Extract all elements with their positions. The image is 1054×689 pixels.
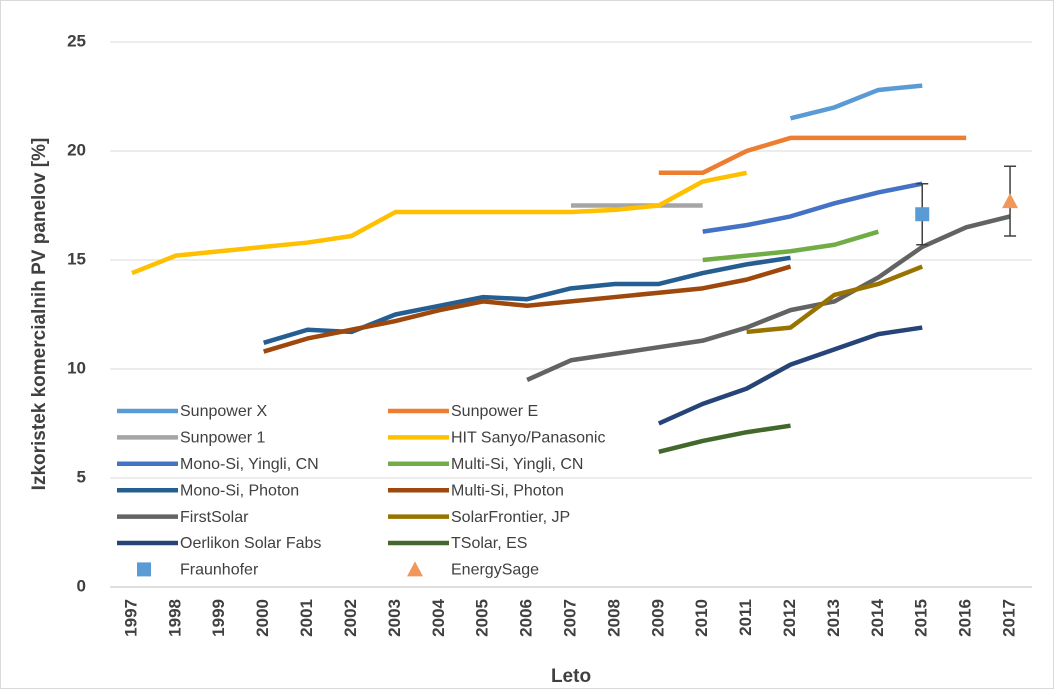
x-tick-label: 2017 (1000, 599, 1019, 637)
x-tick-label: 2008 (604, 599, 623, 637)
legend-label: Multi-Si, Photon (451, 482, 564, 499)
series-line (526, 214, 1011, 382)
legend-label: SolarFrontier, JP (451, 509, 570, 526)
legend-label: Sunpower E (451, 403, 538, 420)
x-tick-label: 2010 (692, 599, 711, 637)
y-tick-label: 5 (77, 467, 86, 486)
x-axis-title: Leto (551, 666, 591, 687)
x-tick-label: 2015 (912, 599, 931, 637)
x-tick-label: 2012 (780, 599, 799, 637)
y-tick-label: 15 (67, 249, 86, 268)
legend-label: FirstSolar (180, 509, 249, 526)
y-tick-label: 20 (67, 140, 86, 159)
point-marker (1002, 193, 1019, 209)
series-line (746, 264, 924, 335)
legend-label: Sunpower 1 (180, 430, 265, 447)
x-tick-label: 2016 (956, 599, 975, 637)
series-line (131, 170, 748, 276)
series-line (702, 229, 879, 263)
x-tick-label: 2007 (560, 599, 579, 637)
x-tick-label: 2011 (736, 599, 755, 636)
y-tick-label: 25 (67, 31, 86, 50)
x-tick-label: 1997 (121, 599, 140, 637)
series-line (263, 264, 792, 354)
legend-label: Oerlikon Solar Fabs (180, 535, 321, 552)
legend-label: Mono-Si, Yingli, CN (180, 456, 319, 473)
x-tick-label: 2002 (341, 599, 360, 637)
x-tick-label: 2014 (868, 598, 887, 636)
legend-key (407, 561, 423, 577)
y-tick-label: 10 (67, 358, 86, 377)
x-tick-label: 2001 (297, 599, 316, 637)
series-line (657, 325, 923, 426)
y-axis-title: Izkoristek komercialnih PV panelov [%] (29, 138, 50, 491)
x-tick-label: 2006 (517, 599, 536, 637)
legend-label: EnergySage (451, 562, 539, 579)
legend-label: TSolar, ES (451, 535, 527, 552)
legend-label: Sunpower X (180, 403, 267, 420)
x-tick-label: 2004 (429, 598, 448, 636)
x-tick-label: 2000 (253, 599, 272, 637)
legend-key (137, 562, 151, 577)
y-tick-label: 0 (77, 576, 86, 595)
legend-label: Multi-Si, Yingli, CN (451, 456, 583, 473)
legend-label: Fraunhofer (180, 562, 259, 579)
x-tick-label: 2005 (473, 599, 492, 637)
series-line (789, 83, 923, 121)
x-tick-label: 1998 (165, 599, 184, 637)
series-line (702, 181, 923, 234)
x-tick-label: 2003 (385, 599, 404, 637)
legend-label: HIT Sanyo/Panasonic (451, 430, 605, 447)
series-line (658, 135, 967, 176)
series-line (658, 423, 791, 455)
x-tick-label: 1999 (209, 599, 228, 637)
x-tick-label: 2013 (824, 599, 843, 637)
point-marker (915, 207, 930, 222)
x-tick-label: 2009 (648, 599, 667, 637)
legend-label: Mono-Si, Photon (180, 482, 299, 499)
